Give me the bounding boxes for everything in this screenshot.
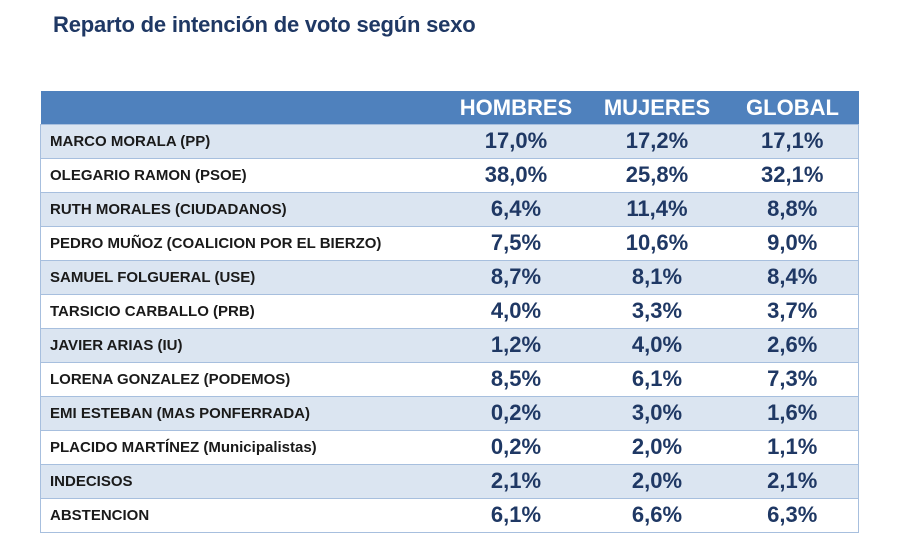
header-hombres: HOMBRES xyxy=(459,95,573,121)
candidate-name: INDECISOS xyxy=(40,463,445,499)
table-row: RUTH MORALES (CIUDADANOS) 6,4% 11,4% 8,8% xyxy=(40,191,859,227)
table-row: ABSTENCION 6,1% 6,6% 6,3% xyxy=(40,497,859,533)
value-global: 9,0% xyxy=(726,225,859,261)
value-hombres: 8,7% xyxy=(444,259,588,295)
table-row: PEDRO MUÑOZ (COALICION POR EL BIERZO) 7,5… xyxy=(40,225,859,261)
value-global: 1,1% xyxy=(726,429,859,465)
value-global: 8,8% xyxy=(726,191,859,227)
value-global: 1,6% xyxy=(726,395,859,431)
candidate-name: TARSICIO CARBALLO (PRB) xyxy=(40,293,445,329)
value-global: 7,3% xyxy=(726,361,859,397)
value-mujeres: 6,6% xyxy=(587,497,727,533)
table-header: HOMBRES MUJERES GLOBAL xyxy=(40,91,859,124)
value-mujeres: 3,3% xyxy=(587,293,727,329)
vote-intention-table-container: HOMBRES MUJERES GLOBAL MARCO MORALA (PP)… xyxy=(40,91,859,533)
candidate-name: PEDRO MUÑOZ (COALICION POR EL BIERZO) xyxy=(40,225,445,261)
value-hombres: 4,0% xyxy=(444,293,588,329)
candidate-name: JAVIER ARIAS (IU) xyxy=(40,327,445,363)
value-mujeres: 17,2% xyxy=(587,123,727,159)
value-hombres: 17,0% xyxy=(444,123,588,159)
candidate-name: PLACIDO MARTÍNEZ (Municipalistas) xyxy=(40,429,445,465)
table-row: PLACIDO MARTÍNEZ (Municipalistas) 0,2% 2,0… xyxy=(40,429,859,465)
value-mujeres: 10,6% xyxy=(587,225,727,261)
value-global: 8,4% xyxy=(726,259,859,295)
table-row: SAMUEL FOLGUERAL (USE) 8,7% 8,1% 8,4% xyxy=(40,259,859,295)
value-global: 6,3% xyxy=(726,497,859,533)
value-hombres: 0,2% xyxy=(444,395,588,431)
table-row: EMI ESTEBAN (MAS PONFERRADA) 0,2% 3,0% 1,6% xyxy=(40,395,859,431)
candidate-name: ABSTENCION xyxy=(40,497,445,533)
candidate-name: MARCO MORALA (PP) xyxy=(40,123,445,159)
value-hombres: 38,0% xyxy=(444,157,588,193)
table-row: TARSICIO CARBALLO (PRB) 4,0% 3,3% 3,7% xyxy=(40,293,859,329)
value-mujeres: 2,0% xyxy=(587,463,727,499)
value-hombres: 7,5% xyxy=(444,225,588,261)
value-mujeres: 3,0% xyxy=(587,395,727,431)
value-mujeres: 11,4% xyxy=(587,191,727,227)
candidate-name: LORENA GONZALEZ (PODEMOS) xyxy=(40,361,445,397)
header-mujeres: MUJERES xyxy=(603,95,711,121)
value-mujeres: 2,0% xyxy=(587,429,727,465)
value-global: 17,1% xyxy=(726,123,859,159)
header-candidate xyxy=(41,91,445,124)
value-mujeres: 8,1% xyxy=(587,259,727,295)
table-row: INDECISOS 2,1% 2,0% 2,1% xyxy=(40,463,859,499)
value-hombres: 8,5% xyxy=(444,361,588,397)
header-global: GLOBAL xyxy=(746,95,839,121)
value-mujeres: 6,1% xyxy=(587,361,727,397)
value-global: 2,1% xyxy=(726,463,859,499)
value-hombres: 6,1% xyxy=(444,497,588,533)
table-body: MARCO MORALA (PP) 17,0% 17,2% 17,1% OLEGARIO… xyxy=(40,123,859,533)
table-row: MARCO MORALA (PP) 17,0% 17,2% 17,1% xyxy=(40,123,859,159)
candidate-name: RUTH MORALES (CIUDADANOS) xyxy=(40,191,445,227)
value-hombres: 0,2% xyxy=(444,429,588,465)
candidate-name: EMI ESTEBAN (MAS PONFERRADA) xyxy=(40,395,445,431)
value-hombres: 1,2% xyxy=(444,327,588,363)
header-row: HOMBRES MUJERES GLOBAL xyxy=(40,91,859,124)
candidate-name: OLEGARIO RAMON (PSOE) xyxy=(40,157,445,193)
value-global: 2,6% xyxy=(726,327,859,363)
vote-intention-table: HOMBRES MUJERES GLOBAL MARCO MORALA (PP)… xyxy=(40,91,859,533)
value-hombres: 2,1% xyxy=(444,463,588,499)
table-row: JAVIER ARIAS (IU) 1,2% 4,0% 2,6% xyxy=(40,327,859,363)
value-global: 3,7% xyxy=(726,293,859,329)
value-hombres: 6,4% xyxy=(444,191,588,227)
table-row: LORENA GONZALEZ (PODEMOS) 8,5% 6,1% 7,3% xyxy=(40,361,859,397)
page-title: Reparto de intención de voto según sexo xyxy=(53,12,476,37)
value-mujeres: 4,0% xyxy=(587,327,727,363)
value-global: 32,1% xyxy=(726,157,859,193)
value-mujeres: 25,8% xyxy=(587,157,727,193)
candidate-name: SAMUEL FOLGUERAL (USE) xyxy=(40,259,445,295)
table-row: OLEGARIO RAMON (PSOE) 38,0% 25,8% 32,1% xyxy=(40,157,859,193)
